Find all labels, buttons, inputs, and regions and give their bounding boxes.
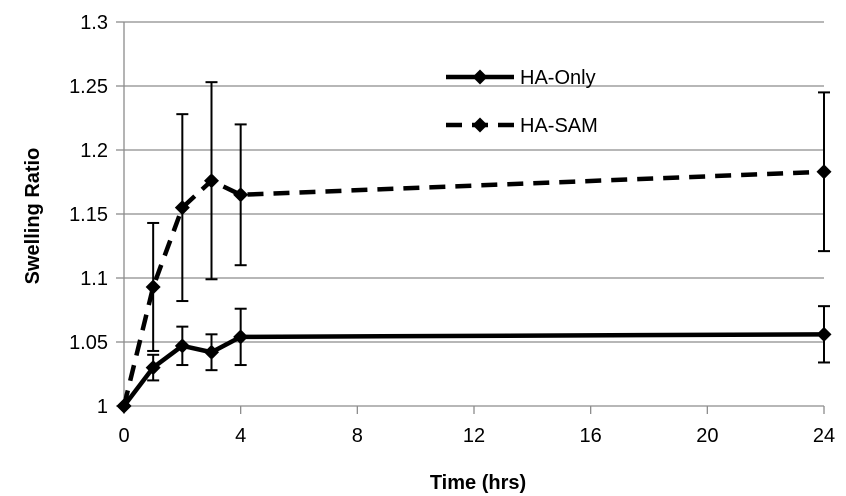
y-tick-label: 1.15 <box>69 204 108 226</box>
x-tick-label: 24 <box>813 425 835 447</box>
y-tick-label: 1.05 <box>69 332 108 354</box>
series-line <box>121 169 825 407</box>
y-axis-title: Swelling Ratio <box>22 148 44 285</box>
data-point <box>204 173 219 189</box>
series-ha-only <box>116 305 832 414</box>
x-tick-label: 4 <box>235 425 246 447</box>
data-point <box>233 187 249 203</box>
data-point <box>174 338 190 354</box>
series-ha-sam <box>116 81 832 414</box>
series-line <box>122 332 825 408</box>
data-point <box>145 360 161 376</box>
legend-marker <box>472 69 488 85</box>
legend-label: HA-SAM <box>520 115 598 137</box>
x-tick-labels: 0 4 8 12 16 20 24 <box>118 406 835 447</box>
x-axis-title: Time (hrs) <box>430 472 526 494</box>
data-point <box>816 326 832 342</box>
x-tick-label: 16 <box>580 425 602 447</box>
data-point <box>233 329 249 345</box>
y-tick-label: 1.2 <box>80 140 108 162</box>
legend-marker <box>472 117 488 133</box>
data-point <box>174 200 190 216</box>
x-tick-label: 20 <box>696 425 718 447</box>
series-layer <box>116 81 832 414</box>
y-tick-label: 1.3 <box>80 12 108 34</box>
data-point <box>204 344 219 360</box>
data-point <box>116 398 132 414</box>
y-tick-labels: 1 1.05 1.1 1.15 1.2 1.25 1.3 <box>69 12 108 418</box>
x-tick-label: 8 <box>352 425 363 447</box>
x-tick-label: 0 <box>118 425 129 447</box>
data-point <box>145 279 161 295</box>
y-tick-label: 1 <box>97 396 108 418</box>
x-tick-label: 12 <box>463 425 485 447</box>
legend: HA-Only HA-SAM <box>446 67 598 137</box>
data-point <box>816 164 832 180</box>
legend-label: HA-Only <box>520 67 596 89</box>
y-tick-label: 1.1 <box>80 268 108 290</box>
y-tick-label: 1.25 <box>69 76 108 98</box>
